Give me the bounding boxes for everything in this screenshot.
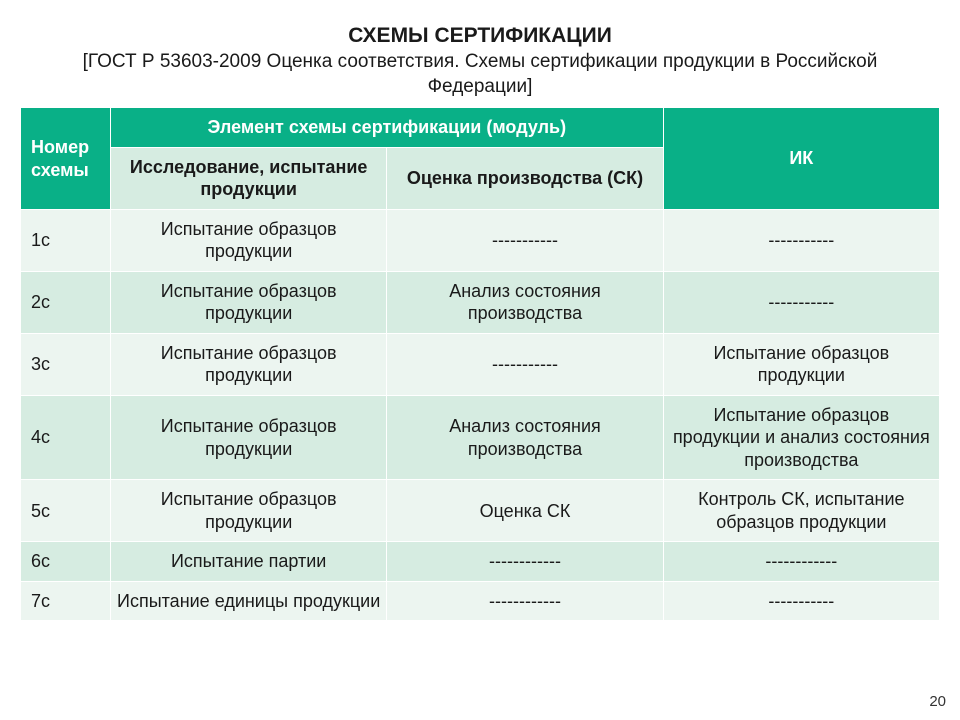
cell-research: Испытание единицы продукции xyxy=(111,581,387,621)
table-row: 2с Испытание образцов продукции Анализ с… xyxy=(21,271,940,333)
cell-assessment: ------------ xyxy=(387,581,663,621)
cell-research: Испытание образцов продукции xyxy=(111,209,387,271)
col-header-module: Элемент схемы сертификации (модуль) xyxy=(111,108,664,148)
cell-id: 4с xyxy=(21,395,111,480)
cell-id: 1с xyxy=(21,209,111,271)
certification-table: Номер схемы Элемент схемы сертификации (… xyxy=(20,107,940,621)
cell-ik: ----------- xyxy=(663,271,939,333)
cell-id: 2с xyxy=(21,271,111,333)
table-row: 1с Испытание образцов продукции --------… xyxy=(21,209,940,271)
cell-assessment: Оценка СК xyxy=(387,480,663,542)
table-body: 1с Испытание образцов продукции --------… xyxy=(21,209,940,621)
cell-assessment: Анализ состояния производства xyxy=(387,395,663,480)
cell-id: 5с xyxy=(21,480,111,542)
cell-research: Испытание образцов продукции xyxy=(111,480,387,542)
col-header-ik: ИК xyxy=(663,108,939,210)
cell-research: Испытание партии xyxy=(111,542,387,582)
cell-research: Испытание образцов продукции xyxy=(111,333,387,395)
col-header-research: Исследование, испытание продукции xyxy=(111,147,387,209)
page-subtitle: [ГОСТ Р 53603-2009 Оценка соответствия. … xyxy=(0,48,960,107)
table-row: 5с Испытание образцов продукции Оценка С… xyxy=(21,480,940,542)
cell-research: Испытание образцов продукции xyxy=(111,271,387,333)
cell-id: 6с xyxy=(21,542,111,582)
col-header-assessment: Оценка производства (СК) xyxy=(387,147,663,209)
table-row: 3с Испытание образцов продукции --------… xyxy=(21,333,940,395)
cell-assessment: Анализ состояния производства xyxy=(387,271,663,333)
table-container: Номер схемы Элемент схемы сертификации (… xyxy=(0,107,960,621)
cell-assessment: ----------- xyxy=(387,333,663,395)
cell-assessment: ----------- xyxy=(387,209,663,271)
cell-ik: Контроль СК, испытание образцов продукци… xyxy=(663,480,939,542)
table-row: 6с Испытание партии ------------ -------… xyxy=(21,542,940,582)
cell-ik: Испытание образцов продукции и анализ со… xyxy=(663,395,939,480)
cell-id: 3с xyxy=(21,333,111,395)
cell-ik: ----------- xyxy=(663,581,939,621)
col-header-id: Номер схемы xyxy=(21,108,111,210)
cell-id: 7с xyxy=(21,581,111,621)
cell-ik: ----------- xyxy=(663,209,939,271)
cell-ik: Испытание образцов продукции xyxy=(663,333,939,395)
page-number: 20 xyxy=(929,693,946,710)
cell-research: Испытание образцов продукции xyxy=(111,395,387,480)
cell-ik: ------------ xyxy=(663,542,939,582)
table-row: 4с Испытание образцов продукции Анализ с… xyxy=(21,395,940,480)
table-row: 7с Испытание единицы продукции ---------… xyxy=(21,581,940,621)
cell-assessment: ------------ xyxy=(387,542,663,582)
page-title: СХЕМЫ СЕРТИФИКАЦИИ xyxy=(0,0,960,48)
